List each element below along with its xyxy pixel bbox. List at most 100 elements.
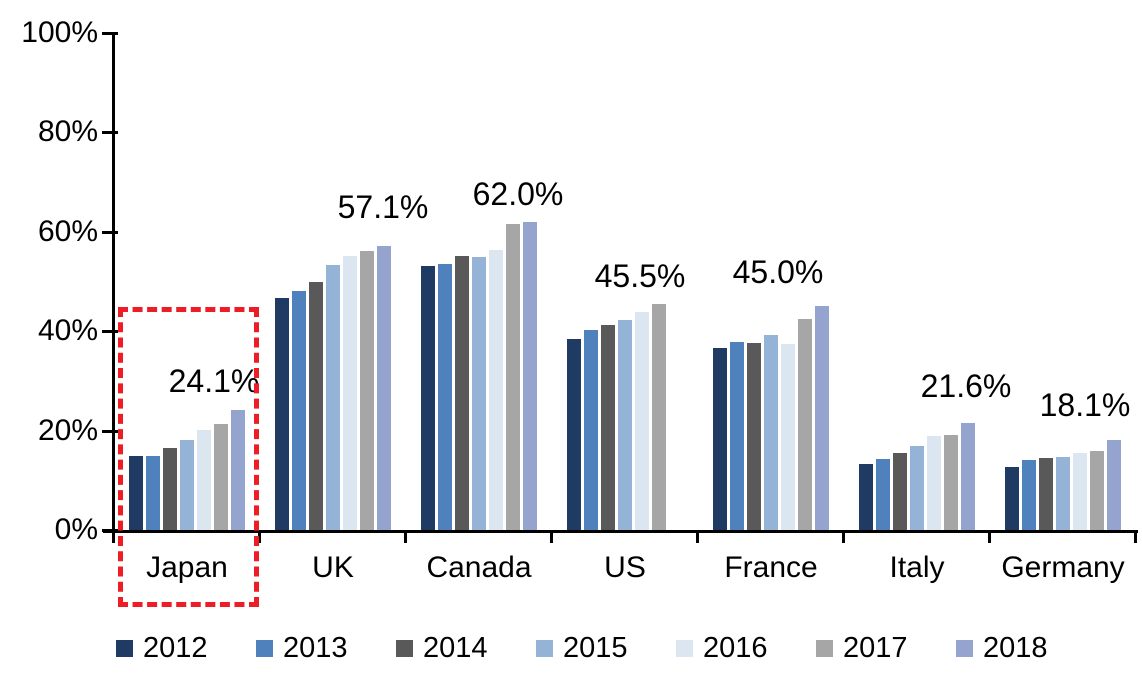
legend-swatch-2013: [256, 639, 273, 657]
value-label-france: 45.0%: [732, 254, 824, 290]
bar-2012-italy: [859, 463, 873, 530]
bar-2012-us: [567, 339, 581, 530]
bar-2012-germany: [1005, 467, 1019, 530]
y-tick-label: 20%: [37, 413, 98, 447]
legend-label-2017: 2017: [843, 632, 908, 664]
value-label-japan: 24.1%: [168, 363, 260, 399]
legend-swatch-2014: [396, 639, 413, 657]
bar-2016-france: [781, 344, 795, 530]
x-tick-mark: [258, 530, 261, 543]
bar-2016-canada: [489, 249, 503, 530]
y-tick-mark: [102, 230, 118, 234]
legend-swatch-2018: [956, 639, 973, 657]
bar-2012-france: [713, 348, 727, 530]
bar-group-france: [698, 33, 844, 530]
x-tick-mark: [696, 530, 699, 543]
legend-label-2016: 2016: [703, 632, 768, 664]
x-tick-mark: [842, 530, 845, 543]
legend-label-2015: 2015: [563, 632, 628, 664]
y-tick-mark: [102, 330, 118, 334]
bar-2014-japan: [163, 447, 177, 530]
y-tick-mark: [102, 529, 118, 532]
bar-2013-france: [730, 342, 744, 530]
bar-2017-germany: [1090, 450, 1104, 530]
legend-label-2013: 2013: [283, 632, 348, 664]
bar-2017-canada: [506, 223, 520, 530]
bar-2015-italy: [910, 446, 924, 530]
bar-2014-us: [601, 324, 615, 530]
x-tick-mark: [550, 530, 553, 543]
bar-2013-uk: [292, 291, 306, 530]
bar-2012-canada: [421, 266, 435, 530]
legend-item-2014: 2014: [396, 633, 488, 663]
x-tick-mark: [1134, 530, 1137, 543]
legend-label-2014: 2014: [423, 632, 488, 664]
category-label-france: France: [724, 551, 818, 584]
category-label-canada: Canada: [426, 551, 532, 584]
bar-2017-japan: [214, 424, 228, 530]
bar-group-italy: [844, 33, 990, 530]
bar-2014-uk: [309, 281, 323, 530]
bar-2014-italy: [893, 453, 907, 530]
category-label-us: US: [604, 551, 646, 584]
bar-2015-uk: [326, 264, 340, 530]
bar-2016-italy: [927, 435, 941, 530]
legend-label-2012: 2012: [143, 632, 208, 664]
category-label-uk: UK: [312, 551, 354, 584]
legend-item-2012: 2012: [116, 633, 208, 663]
bar-group-japan: [114, 33, 260, 530]
bar-2016-japan: [197, 430, 211, 530]
category-label-japan: Japan: [146, 551, 228, 584]
value-label-uk: 57.1%: [337, 189, 429, 225]
bar-group-canada: [406, 33, 552, 530]
y-tick-label: 100%: [21, 16, 98, 49]
bar-2015-us: [618, 319, 632, 530]
x-axis-line: [103, 530, 1138, 533]
bar-2013-italy: [876, 459, 890, 530]
bar-2012-uk: [275, 297, 289, 530]
bar-2018-germany: [1107, 440, 1121, 530]
bar-2017-france: [798, 318, 812, 530]
legend-item-2013: 2013: [256, 633, 348, 663]
bar-2017-uk: [360, 251, 374, 530]
bar-2013-canada: [438, 263, 452, 530]
x-tick-mark: [988, 530, 991, 543]
legend-label-2018: 2018: [983, 632, 1048, 664]
value-label-us: 45.5%: [594, 258, 686, 294]
bar-2014-germany: [1039, 458, 1053, 530]
y-axis-line: [112, 33, 115, 533]
bar-2012-japan: [129, 456, 143, 530]
y-tick-label: 40%: [37, 314, 98, 348]
bar-2018-canada: [523, 221, 537, 530]
legend-item-2016: 2016: [676, 633, 768, 663]
bar-2015-germany: [1056, 456, 1070, 530]
legend-item-2015: 2015: [536, 633, 628, 663]
value-label-canada: 62.0%: [472, 176, 564, 212]
y-tick-label: 80%: [37, 115, 98, 149]
bar-group-germany: [990, 33, 1136, 530]
category-label-italy: Italy: [889, 551, 945, 584]
legend-item-2018: 2018: [956, 633, 1048, 663]
bar-2018-japan: [231, 410, 245, 530]
bar-groups: [114, 33, 1136, 530]
bar-2015-france: [764, 334, 778, 530]
y-tick-label: 0%: [54, 513, 98, 546]
bar-2017-us: [652, 303, 666, 530]
legend-swatch-2017: [816, 639, 833, 657]
y-tick-mark: [102, 32, 118, 35]
legend-item-2017: 2017: [816, 633, 908, 663]
legend-swatch-2016: [676, 639, 693, 657]
legend-swatch-2015: [536, 639, 553, 657]
legend-swatch-2012: [116, 639, 133, 657]
bar-2013-japan: [146, 455, 160, 530]
bar-group-uk: [260, 33, 406, 530]
y-tick-label: 60%: [37, 214, 98, 248]
bar-2015-canada: [472, 257, 486, 530]
bar-group-us: [552, 33, 698, 530]
bar-2015-japan: [180, 440, 194, 530]
y-tick-mark: [102, 131, 118, 135]
bar-2016-us: [635, 311, 649, 530]
bar-2014-france: [747, 343, 761, 530]
bar-2018-france: [815, 306, 829, 530]
